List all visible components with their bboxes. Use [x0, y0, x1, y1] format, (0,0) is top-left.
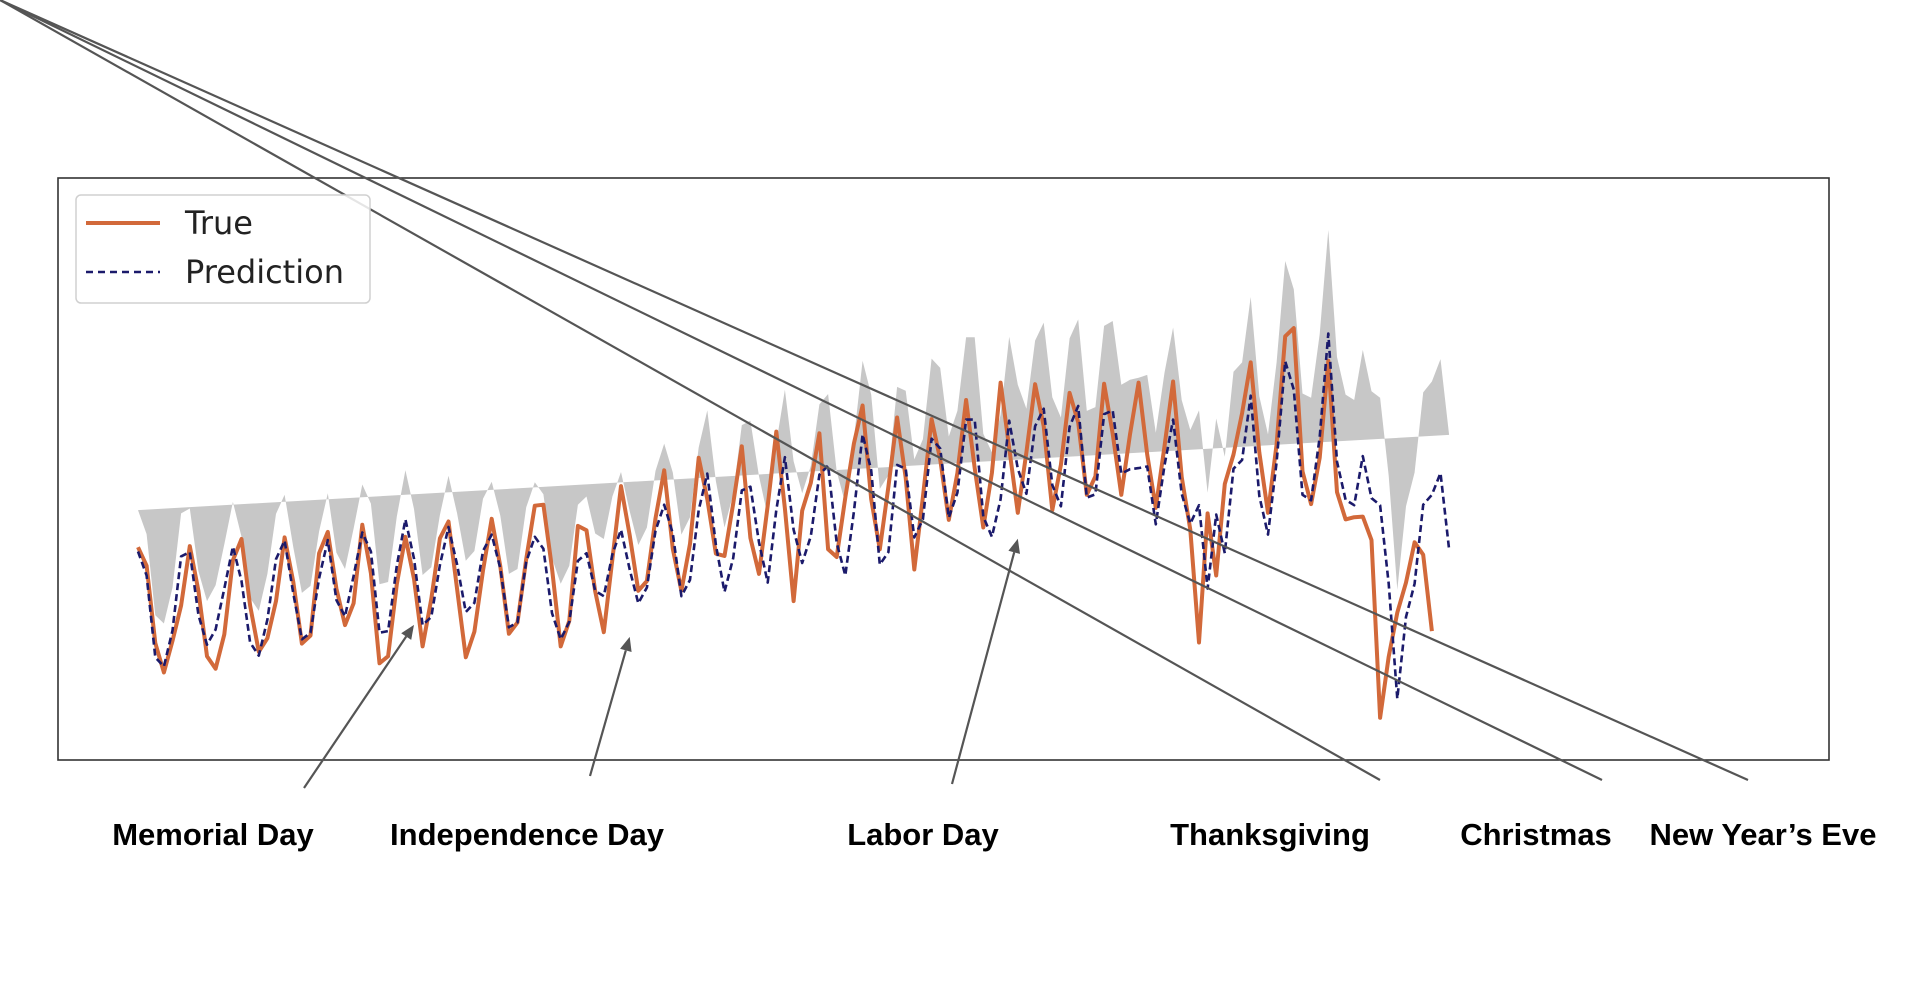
annotation-arrow-labor-day [950, 552, 1016, 785]
confidence-band-layer [138, 230, 1450, 624]
annotation-new-years-eve: New Year’s Eve [1650, 817, 1877, 852]
annotation-arrow-layer [0, 0, 1749, 789]
plot-frame [57, 177, 1830, 761]
prediction-series-layer [136, 332, 1451, 700]
legend-prediction-label: Prediction [185, 253, 344, 291]
annotation-memorial-day: Memorial Day [112, 817, 314, 852]
legend-true-label: True [184, 204, 253, 242]
true-series-layer [136, 326, 1434, 720]
legend: True Prediction [75, 194, 371, 304]
annotation-arrowhead-labor-day [1008, 538, 1020, 554]
annotation-arrow-memorial-day [303, 635, 408, 789]
annotation-arrow-independence-day [588, 650, 627, 777]
annotation-labor-day: Labor Day [847, 817, 999, 852]
annotation-arrow-new-years-eve [0, 0, 1749, 782]
prediction-line [136, 332, 1451, 700]
annotation-christmas: Christmas [1460, 817, 1612, 852]
annotation-arrowhead-memorial-day [401, 624, 414, 640]
true-line [136, 326, 1434, 720]
annotation-thanksgiving: Thanksgiving [1170, 817, 1370, 852]
confidence-band [138, 230, 1450, 624]
annotation-arrow-christmas [0, 0, 1603, 781]
annotation-arrowhead-independence-day [620, 636, 632, 652]
annotation-arrow-thanksgiving [0, 0, 1381, 781]
annotation-independence-day: Independence Day [390, 817, 665, 852]
